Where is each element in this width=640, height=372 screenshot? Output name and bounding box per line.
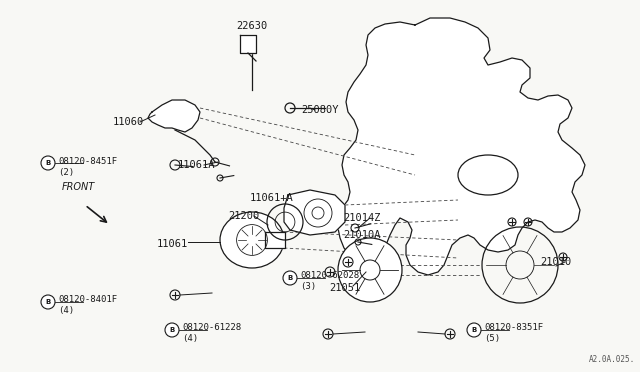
Text: 08120-8401F: 08120-8401F [58, 295, 117, 305]
Ellipse shape [220, 212, 284, 268]
Text: 25080Y: 25080Y [301, 105, 339, 115]
Circle shape [165, 323, 179, 337]
Text: 11061+A: 11061+A [250, 193, 294, 203]
Text: 21010: 21010 [540, 257, 572, 267]
Text: 08120-61228: 08120-61228 [182, 324, 241, 333]
Polygon shape [148, 100, 200, 132]
Text: FRONT: FRONT [62, 182, 95, 192]
Text: 22630: 22630 [236, 21, 268, 31]
Text: A2.0A.025.: A2.0A.025. [589, 355, 635, 364]
Polygon shape [240, 35, 256, 53]
Text: 08120-62028: 08120-62028 [300, 272, 359, 280]
Circle shape [41, 295, 55, 309]
Circle shape [41, 156, 55, 170]
Text: 08120-8351F: 08120-8351F [484, 324, 543, 333]
Text: 11061A: 11061A [177, 160, 215, 170]
Text: (4): (4) [182, 334, 198, 343]
Text: B: B [45, 299, 51, 305]
Text: B: B [287, 275, 292, 281]
Polygon shape [338, 18, 585, 275]
Text: (3): (3) [300, 282, 316, 292]
Circle shape [338, 238, 402, 302]
Polygon shape [265, 232, 285, 248]
Text: (4): (4) [58, 307, 74, 315]
Text: (5): (5) [484, 334, 500, 343]
Text: 21051: 21051 [330, 283, 360, 293]
Text: 21014Z: 21014Z [343, 213, 381, 223]
Text: B: B [170, 327, 175, 333]
Text: B: B [472, 327, 477, 333]
Text: (2): (2) [58, 167, 74, 176]
Text: 21010A: 21010A [343, 230, 381, 240]
Polygon shape [284, 190, 345, 235]
Circle shape [283, 271, 297, 285]
Text: 21200: 21200 [228, 211, 260, 221]
Text: B: B [45, 160, 51, 166]
Text: 08120-8451F: 08120-8451F [58, 157, 117, 166]
Text: 11061: 11061 [156, 239, 188, 249]
Text: 11060: 11060 [113, 117, 143, 127]
Circle shape [467, 323, 481, 337]
